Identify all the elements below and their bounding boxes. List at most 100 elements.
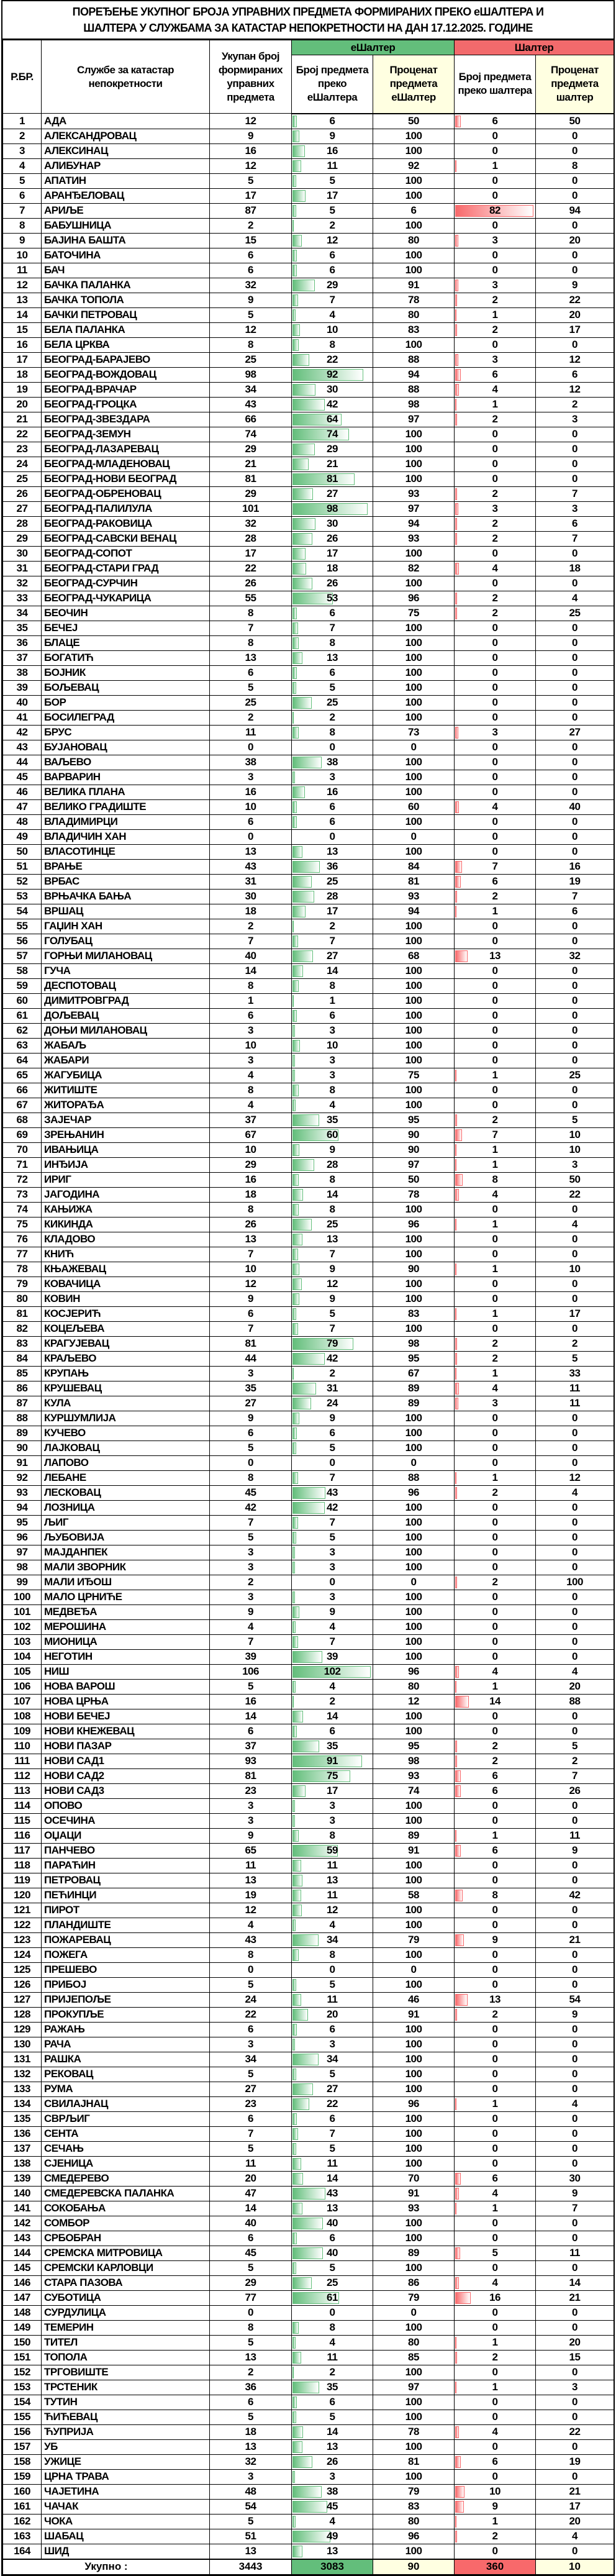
- cell-value: 3: [492, 279, 498, 291]
- shalter-count: 0: [454, 2036, 536, 2052]
- service-name: ВЛАДИМИРЦИ: [41, 814, 210, 830]
- eshalter-percent: 96: [373, 1216, 455, 1232]
- total-count: 22: [209, 2006, 292, 2023]
- table-row: 134 СВИЛАЈНАЦ 23 22 96 1 4: [2, 2096, 615, 2112]
- cell-value: 24: [327, 1397, 338, 1409]
- eshalter-data-bar: [292, 1904, 302, 1916]
- eshalter-count: 79: [291, 1336, 373, 1352]
- cell-value: 2: [492, 1486, 498, 1498]
- cell-value: 6: [492, 2455, 498, 2467]
- shalter-data-bar: [455, 1889, 463, 1901]
- shalter-data-bar: [455, 1367, 456, 1380]
- cell-value: 53: [327, 592, 338, 604]
- cell-value: 4: [329, 1919, 335, 1931]
- shalter-count: 3: [454, 1395, 536, 1411]
- service-name: ТИТЕЛ: [41, 2334, 210, 2351]
- table-row: 117 ПАНЧЕВО 65 59 91 6 9: [2, 1842, 615, 1859]
- shalter-percent: 20: [535, 2334, 615, 2351]
- row-number: 93: [2, 1485, 42, 1501]
- eshalter-data-bar: [292, 1650, 323, 1663]
- row-number: 94: [2, 1500, 42, 1516]
- cell-value: 6: [329, 1725, 335, 1737]
- eshalter-percent: 74: [373, 1783, 455, 1799]
- table-row: 59 ДЕСПОТОВАЦ 8 8 100 0 0: [2, 978, 615, 994]
- table-row: 23 БЕОГРАД-ЛАЗАРЕВАЦ 29 29 100 0 0: [2, 441, 615, 457]
- eshalter-percent: 100: [373, 2230, 455, 2246]
- eshalter-data-bar: [292, 2470, 295, 2483]
- total-count: 23: [209, 1783, 292, 1799]
- eshalter-count: 17: [291, 903, 373, 919]
- table-row: 79 КОВАЧИЦА 12 12 100 0 0: [2, 1276, 615, 1292]
- table-row: 84 КРАЉЕВО 44 42 95 2 5: [2, 1350, 615, 1367]
- eshalter-data-bar: [292, 547, 306, 560]
- table-row: 81 КОСЈЕРИЋ 6 5 83 1 17: [2, 1306, 615, 1322]
- eshalter-data-bar: [292, 1710, 304, 1723]
- cell-value: 6: [492, 368, 498, 380]
- row-number: 81: [2, 1306, 42, 1322]
- total-count: 29: [209, 486, 292, 502]
- row-number: 48: [2, 814, 42, 830]
- cell-value: 1: [492, 398, 498, 410]
- shalter-count: 0: [454, 2051, 536, 2067]
- service-name: ПЕЋИНЦИ: [41, 1887, 210, 1903]
- eshalter-data-bar: [292, 234, 302, 247]
- eshalter-count: 34: [291, 1932, 373, 1948]
- table-row: 118 ПАРАЋИН 11 11 100 0 0: [2, 1857, 615, 1873]
- table-row: 122 ПЛАНДИШТЕ 4 4 100 0 0: [2, 1917, 615, 1933]
- total-count: 6: [209, 2021, 292, 2037]
- eshalter-data-bar: [292, 1218, 312, 1231]
- total-count: 3: [209, 1813, 292, 1829]
- eshalter-data-bar: [292, 1949, 299, 1961]
- total-count: 81: [209, 1336, 292, 1352]
- service-name: АРИЉЕ: [41, 203, 210, 219]
- shalter-count: 0: [454, 1857, 536, 1873]
- eshalter-count: 3: [291, 1544, 373, 1560]
- eshalter-count: 8: [291, 978, 373, 994]
- cell-value: 2: [492, 413, 498, 425]
- cell-value: 0: [492, 1099, 498, 1111]
- cell-value: 4: [329, 1099, 335, 1111]
- service-name: МАЛИ ЗВОРНИК: [41, 1559, 210, 1575]
- cell-value: 0: [492, 1561, 498, 1573]
- shalter-percent: 22: [535, 292, 615, 308]
- eshalter-count: 13: [291, 650, 373, 666]
- eshalter-percent: 75: [373, 605, 455, 621]
- eshalter-percent: 100: [373, 844, 455, 860]
- service-name: ВРШАЦ: [41, 903, 210, 919]
- cell-value: 0: [492, 249, 498, 261]
- table-row: 133 РУМА 27 27 100 0 0: [2, 2081, 615, 2097]
- eshalter-percent: 100: [373, 2260, 455, 2276]
- service-name: СРЕМСКИ КАРЛОВЦИ: [41, 2260, 210, 2276]
- service-name: ДИМИТРОВГРАД: [41, 993, 210, 1009]
- table-row: 153 ТРСТЕНИК 36 35 97 1 3: [2, 2379, 615, 2395]
- shalter-count: 0: [454, 337, 536, 353]
- table-row: 57 ГОРЊИ МИЛАНОВАЦ 40 27 68 13 32: [2, 948, 615, 964]
- cell-value: 0: [329, 1576, 335, 1588]
- shalter-data-bar: [455, 890, 458, 903]
- eshalter-data-bar: [292, 1188, 304, 1201]
- cell-value: 0: [492, 2262, 498, 2273]
- eshalter-percent: 68: [373, 948, 455, 964]
- total-count: 15: [209, 232, 292, 248]
- eshalter-data-bar: [292, 1814, 295, 1827]
- total-count: 20: [209, 2170, 292, 2187]
- table-row: 78 КЊАЖЕВАЦ 10 9 90 1 10: [2, 1261, 615, 1277]
- row-number: 10: [2, 247, 42, 263]
- eshalter-count: 8: [291, 1172, 373, 1188]
- eshalter-percent: 82: [373, 560, 455, 576]
- cell-value: 6: [329, 2396, 335, 2408]
- service-name: КОЦЕЉЕВА: [41, 1321, 210, 1337]
- row-number: 75: [2, 1216, 42, 1232]
- shalter-data-bar: [455, 2247, 460, 2259]
- row-number: 28: [2, 516, 42, 532]
- cell-value: 14: [327, 2426, 338, 2437]
- eshalter-data-bar: [292, 2515, 296, 2528]
- eshalter-data-bar: [292, 845, 303, 858]
- cell-value: 1: [492, 309, 498, 321]
- eshalter-percent: 100: [373, 2469, 455, 2485]
- service-name: БОСИЛЕГРАД: [41, 709, 210, 726]
- table-row: 24 БЕОГРАД-МЛАДЕНОВАЦ 21 21 100 0 0: [2, 456, 615, 472]
- total-count: 8: [209, 337, 292, 353]
- shalter-count: 1: [454, 2200, 536, 2216]
- eshalter-percent: 0: [373, 829, 455, 845]
